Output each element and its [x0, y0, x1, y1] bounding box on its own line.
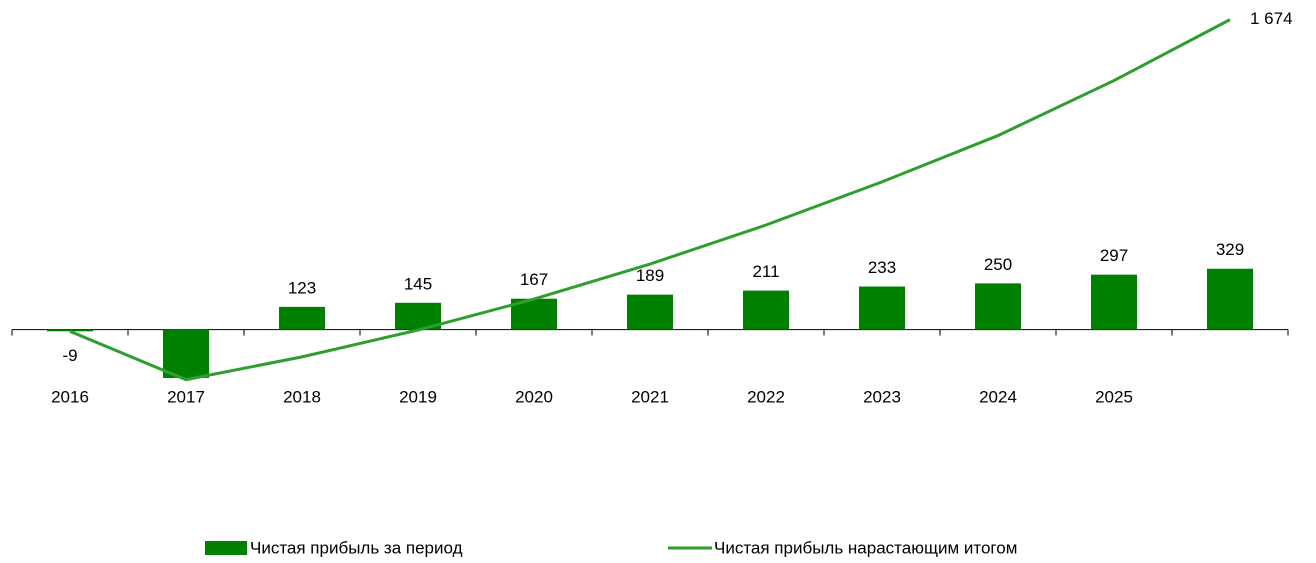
bar — [627, 294, 673, 330]
data-label: 233 — [868, 258, 896, 277]
bar — [975, 283, 1021, 330]
data-label: -9 — [62, 346, 77, 365]
x-tick-label: 2022 — [747, 387, 785, 406]
data-label: 123 — [288, 278, 316, 297]
x-tick-label: 2020 — [515, 387, 553, 406]
x-tick-label: 2021 — [631, 387, 669, 406]
bar — [47, 329, 93, 332]
bar — [163, 329, 209, 378]
legend-label: Чистая прибыль нарастающим итогом — [714, 538, 1017, 557]
line — [69, 18, 1231, 382]
x-tick-label: 2018 — [283, 387, 321, 406]
bar — [859, 286, 905, 330]
data-label: 329 — [1216, 240, 1244, 259]
data-label: 167 — [520, 270, 548, 289]
data-label: 189 — [636, 266, 664, 285]
bar — [1091, 274, 1137, 330]
bar — [743, 290, 789, 330]
data-label: 145 — [404, 274, 432, 293]
legend-swatch-bar — [205, 541, 247, 555]
x-tick-label: 2023 — [863, 387, 901, 406]
x-tick-label: 2019 — [399, 387, 437, 406]
bar — [279, 306, 325, 330]
data-label: 211 — [752, 262, 779, 281]
data-label: 250 — [984, 255, 1012, 274]
x-tick-label: 2025 — [1095, 387, 1133, 406]
legend-label: Чистая прибыль за период — [250, 538, 463, 557]
x-tick-label: 2017 — [167, 387, 205, 406]
data-label: 297 — [1100, 246, 1128, 265]
bar — [1207, 268, 1253, 330]
x-tick-label: 2016 — [51, 387, 89, 406]
data-label: 1 674 — [1250, 9, 1293, 28]
x-tick-label: 2024 — [979, 387, 1017, 406]
